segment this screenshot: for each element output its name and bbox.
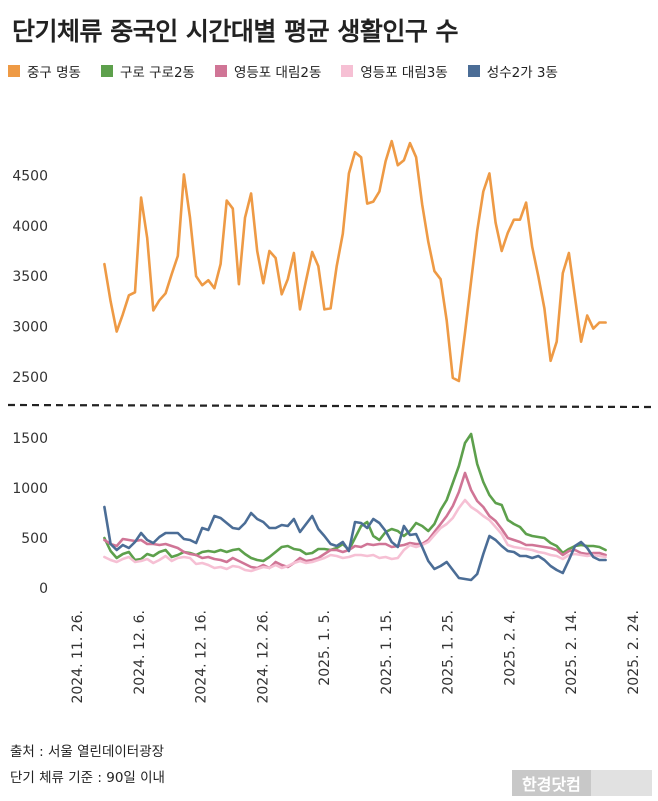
y-tick-label: 0 <box>39 581 48 597</box>
x-tick-label: 2025. 2. 14. <box>564 610 580 695</box>
legend-label: 중구 명동 <box>27 65 81 81</box>
y-tick-label: 500 <box>21 531 48 547</box>
criteria-note: 단기 체류 기준 : 90일 이내 <box>10 770 165 786</box>
legend-label: 영등포 대림3동 <box>360 65 448 81</box>
legend-swatch <box>467 65 480 77</box>
series-line <box>103 139 607 383</box>
chart-title: 단기체류 중국인 시간대별 평균 생활인구 수 <box>12 17 459 46</box>
legend-item: 성수2가 3동 <box>467 61 558 81</box>
line-chart: 2500 3000 3500 4000 4500 0 500 1000 1500 2024. 11… <box>7 139 653 704</box>
publisher-logo: 한경닷컴 <box>512 770 652 796</box>
x-tick-label: 2024. 12. 6. <box>132 610 148 695</box>
legend-item: 구로 구로2동 <box>100 61 195 81</box>
logo-background <box>590 770 652 796</box>
y-tick-label: 1500 <box>12 431 48 447</box>
legend-label: 구로 구로2동 <box>119 65 195 81</box>
legend-label: 영등포 대림2동 <box>233 65 322 81</box>
legend-item: 중구 명동 <box>8 61 81 81</box>
x-tick-label: 2025. 2. 24. <box>626 610 642 695</box>
x-tick-label: 2025. 2. 4. <box>502 610 518 686</box>
legend-swatch <box>341 65 354 77</box>
legend-label: 성수2가 3동 <box>486 65 558 81</box>
x-tick-label: 2025. 1. 15. <box>379 610 395 695</box>
x-tick-label: 2025. 1. 25. <box>441 610 457 695</box>
series-line <box>103 471 607 570</box>
legend-item: 영등포 대림2동 <box>214 61 322 81</box>
x-tick-label: 2025. 1. 5. <box>317 610 333 686</box>
chart-legend: 중구 명동 구로 구로2동 영등포 대림2동 영등포 대림3동 성수2가 3동 <box>8 60 578 82</box>
x-tick-label: 2024. 12. 16. <box>194 610 210 704</box>
panel-divider <box>7 403 653 409</box>
legend-swatch <box>214 65 227 77</box>
series-line <box>103 432 607 563</box>
y-tick-label: 2500 <box>12 370 48 386</box>
series-line <box>103 505 607 582</box>
x-tick-label: 2024. 12. 26. <box>255 610 271 704</box>
x-tick-label: 2024. 11. 26. <box>70 610 86 704</box>
y-tick-label: 4500 <box>12 168 48 184</box>
y-tick-label: 3000 <box>12 320 48 336</box>
y-tick-label: 4000 <box>12 219 48 235</box>
legend-swatch <box>8 65 20 77</box>
legend-item: 영등포 대림3동 <box>341 61 448 81</box>
y-tick-label: 1000 <box>12 481 48 497</box>
logo-text: 한경닷컴 <box>512 770 591 796</box>
legend-swatch <box>100 65 113 77</box>
source-note: 출처 : 서울 열린데이터광장 <box>10 744 165 760</box>
series-line <box>103 498 607 573</box>
y-tick-label: 3500 <box>12 269 48 285</box>
